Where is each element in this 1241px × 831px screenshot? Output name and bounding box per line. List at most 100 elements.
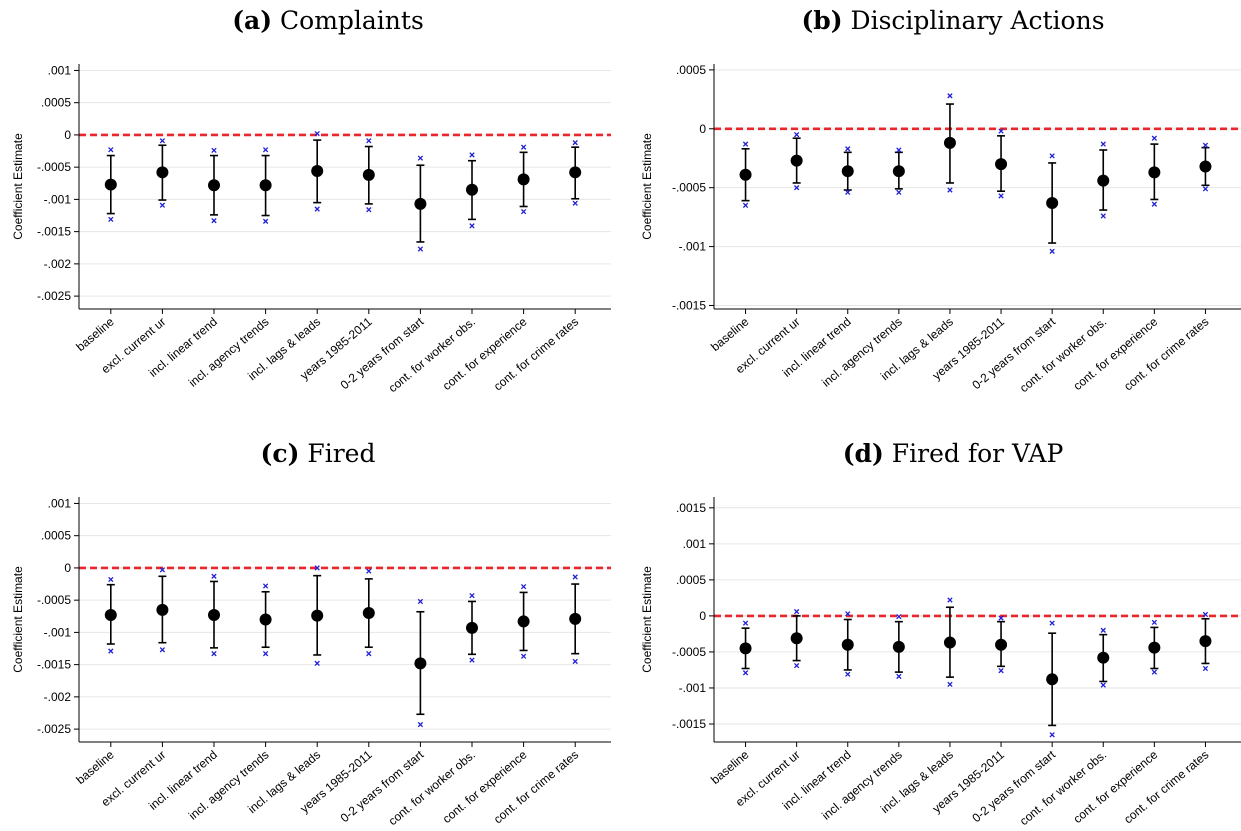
y-tick-label: -.002 [44,257,72,271]
cross-marker-lower [366,207,372,213]
cross-marker-upper [1049,153,1055,159]
x-tick-label: baseline [708,314,751,354]
point-estimate [362,607,375,620]
cross-marker-lower [159,202,166,208]
point-estimate [1046,196,1059,209]
cross-marker-upper [572,139,578,146]
y-tick-label: .001 [683,537,707,551]
cross-marker-upper [211,147,217,154]
panel-letter: (b) [801,6,842,35]
cross-marker-lower [1151,201,1158,207]
cross-marker-upper [1100,627,1106,633]
point-estimate [414,657,427,670]
y-tick-label: -.0025 [37,289,71,303]
point-estimate [995,638,1008,651]
cross-marker-upper [845,611,851,617]
point-estimate [466,621,478,634]
y-axis-label: Coefficient Estimate [640,566,654,673]
cross-marker-upper [469,152,475,158]
panel-letter: (c) [261,439,300,468]
y-axis-label: Coefficient Estimate [640,133,654,240]
point-estimate [943,136,956,149]
x-tick-label: baseline [73,314,116,354]
point-estimate [790,632,803,645]
panel-title-text: Disciplinary Actions [843,6,1105,35]
cross-marker-upper [211,573,217,579]
panel-0: (a) Complaints .001 .0005 0 -.0005 -.001 -.001… [11,6,611,395]
point-estimate [892,640,905,653]
panel-letter: (a) [232,6,272,35]
cross-marker-upper [1202,611,1209,618]
cross-marker-upper [947,597,953,603]
point-estimate [1199,160,1212,173]
x-tick-label: cont. for experience [1071,747,1161,826]
y-tick-label: .0005 [41,529,71,543]
cross-marker-upper [1202,142,1209,148]
y-tick-label: -.0005 [37,160,71,174]
y-tick-label: .0005 [676,63,706,77]
x-tick-label: cont. for worker obs. [1017,315,1109,396]
cross-marker-upper [1151,135,1158,141]
cross-marker-lower [1202,186,1209,192]
cross-marker-lower [520,208,527,215]
cross-marker-lower [793,662,800,669]
cross-marker-upper [314,565,320,571]
cross-marker-lower [262,651,269,657]
point-estimate [362,168,375,181]
panel-letter: (d) [843,439,884,468]
y-tick-label: -.001 [44,192,72,206]
x-tick-label: 0-2 years from start [969,747,1058,825]
point-estimate [569,612,582,625]
cross-marker-lower [998,668,1004,674]
y-tick-label: .001 [48,63,72,77]
point-estimate [208,179,220,192]
y-tick-label: -.001 [679,681,707,695]
point-estimate [995,158,1008,171]
cross-marker-lower [1151,669,1158,675]
y-tick-label: -.0015 [37,658,71,672]
cross-marker-upper [793,132,800,138]
cross-marker-upper [366,568,372,574]
cross-marker-upper [262,147,269,153]
y-tick-label: -.0015 [672,298,706,312]
cross-marker-upper [845,146,851,152]
cross-marker-upper [314,130,320,137]
cross-marker-lower [947,187,953,193]
cross-marker-lower [469,223,475,229]
y-tick-label: -.002 [44,690,72,704]
x-tick-label: cont. for crime rates [491,315,581,394]
cross-marker-lower [211,218,217,224]
point-estimate [517,173,530,186]
panel-title-text: Complaints [272,6,424,35]
cross-marker-lower [108,216,114,223]
y-tick-label: -.0015 [672,717,706,731]
point-estimate [104,178,117,191]
cross-marker-upper [998,128,1004,134]
y-tick-label: -.0025 [37,722,71,736]
x-tick-label: cont. for worker obs. [386,748,478,829]
cross-marker-lower [947,681,953,688]
point-estimate [1097,174,1110,187]
point-estimate [311,165,324,178]
cross-marker-lower [417,246,424,252]
cross-marker-upper [520,144,527,150]
cross-marker-lower [1100,682,1106,688]
cross-marker-lower [742,202,749,209]
x-tick-label: cont. for experience [1071,314,1161,393]
cross-marker-lower [159,647,166,653]
point-estimate [414,197,427,210]
cross-marker-upper [262,583,269,589]
y-tick-label: .0005 [676,573,706,587]
panel-3: (d) Fired for VAP .0015 .001 .0005 0 -.0005 -.… [640,439,1241,828]
point-estimate [259,179,272,192]
cross-marker-upper [417,155,424,161]
point-estimate [892,165,905,178]
y-tick-label: 0 [64,561,71,575]
y-tick-label: .0015 [676,501,706,515]
cross-marker-lower [366,651,372,657]
cross-marker-lower [896,189,902,196]
cross-marker-upper [469,592,475,599]
point-estimate [517,615,530,628]
point-estimate [311,609,324,622]
cross-marker-upper [572,574,578,580]
